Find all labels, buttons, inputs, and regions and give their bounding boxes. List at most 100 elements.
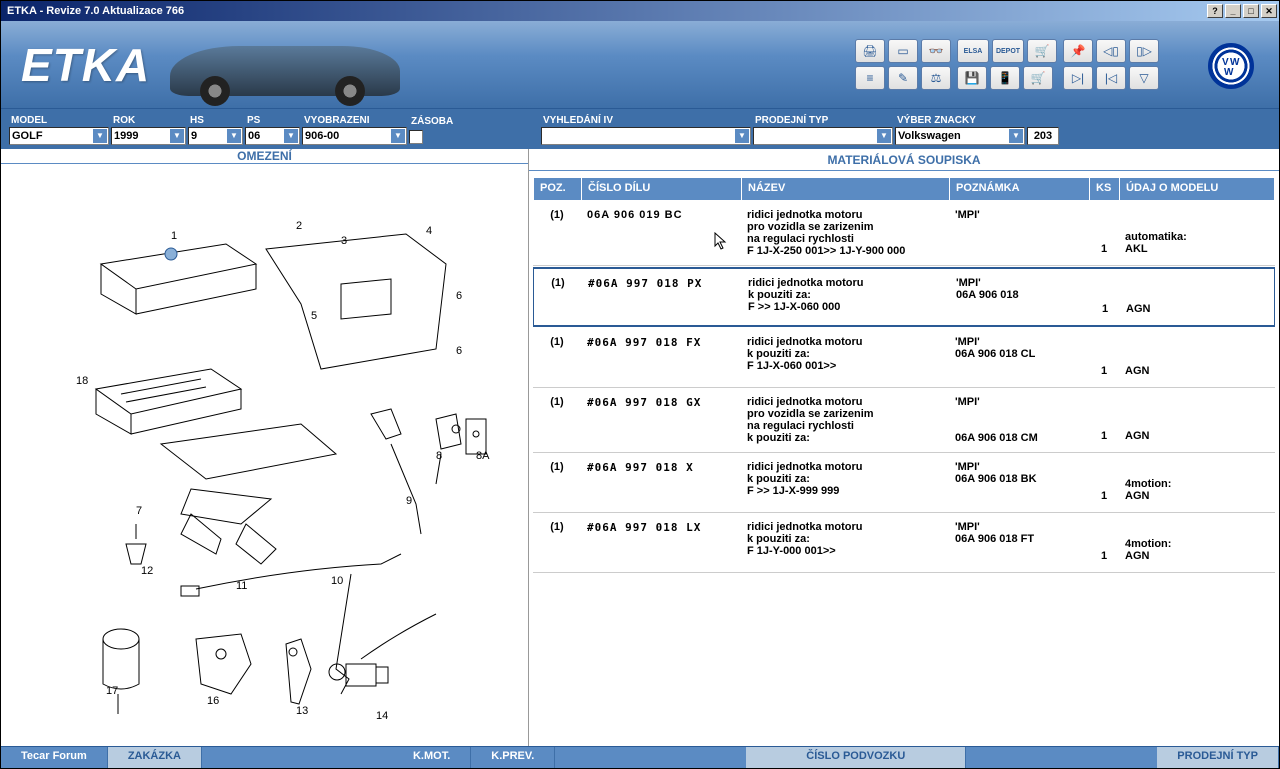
cursor-icon [714, 232, 730, 252]
select-prodejni[interactable]: ▼ [753, 127, 893, 145]
prev-doc-icon[interactable]: ◁▯ [1096, 39, 1126, 63]
cart2-icon[interactable]: 🛒 [1023, 66, 1053, 90]
table-row[interactable]: (1) 06A 906 019 BCridici jednotka motoru… [533, 201, 1275, 266]
tab-cislo-podvozku[interactable]: ČÍSLO PODVOZKU [746, 747, 966, 768]
part-number: 18 [76, 375, 88, 387]
col-poz: POZ. [534, 178, 582, 200]
part-number: 6 [456, 290, 462, 302]
part-number: 3 [341, 235, 347, 247]
col-udaj: ÚDAJ O MODELU [1120, 178, 1274, 200]
skip-start-icon[interactable]: ▷| [1063, 66, 1093, 90]
pin-icon[interactable]: 📌 [1063, 39, 1093, 63]
left-panel-header: OMEZENÍ [1, 149, 528, 164]
cart-icon[interactable]: 🛒 [1027, 39, 1057, 63]
cell-udaj: AGN [1119, 428, 1275, 446]
close-btn[interactable]: ✕ [1261, 4, 1277, 18]
print-icon[interactable]: 🖨 [855, 39, 885, 63]
table-row[interactable]: (1)#06A 997 018 FXridici jednotka motoru… [533, 328, 1275, 388]
cell-ks: 1 [1090, 301, 1120, 319]
vw-logo-icon: VWW [1208, 43, 1254, 89]
cell-poz: (1) [534, 275, 582, 319]
select-hs[interactable]: 9▼ [188, 127, 243, 145]
down-icon[interactable]: ▽ [1129, 66, 1159, 90]
cell-pozn: 'MPI' 06A 906 018 CM [949, 394, 1089, 446]
col-cislo: ČÍSLO DÍLU [582, 178, 742, 200]
table-body[interactable]: (1) 06A 906 019 BCridici jednotka motoru… [533, 201, 1275, 746]
cell-udaj: AGN [1120, 301, 1274, 319]
tab-prodejni-typ[interactable]: PRODEJNÍ TYP [1157, 747, 1279, 768]
cell-cislo: #06A 997 018 PX [582, 275, 742, 319]
cell-pozn: 'MPI' 06A 906 018 CL [949, 334, 1089, 381]
part-number: 14 [376, 710, 388, 722]
car-image [160, 21, 420, 108]
cell-udaj: AGN [1119, 363, 1275, 381]
cell-nazev: ridici jednotka motoru k pouziti za: F 1… [741, 519, 949, 566]
tab-kprev[interactable]: K.PREV. [471, 747, 555, 768]
table-header: POZ. ČÍSLO DÍLU NÁZEV POZNÁMKA KS ÚDAJ O… [533, 177, 1275, 201]
minimize-btn[interactable]: _ [1225, 4, 1241, 18]
select-vyhledani[interactable]: ▼ [541, 127, 751, 145]
cell-udaj: automatika: AKL [1119, 229, 1275, 259]
disk-icon[interactable]: 💾 [957, 66, 987, 90]
right-panel: MATERIÁLOVÁ SOUPISKA POZ. ČÍSLO DÍLU NÁZ… [529, 149, 1279, 746]
cell-nazev: ridici jednotka motoru k pouziti za: F >… [741, 459, 949, 506]
code-field[interactable]: 203 [1027, 127, 1059, 145]
cell-ks: 1 [1089, 241, 1119, 259]
select-model[interactable]: GOLF▼ [9, 127, 109, 145]
tab-zakazka[interactable]: ZAKÁZKA [108, 747, 202, 768]
cell-nazev: ridici jednotka motoru k pouziti za: F 1… [741, 334, 949, 381]
maximize-btn[interactable]: □ [1243, 4, 1259, 18]
table-row[interactable]: (1)#06A 997 018 GXridici jednotka motoru… [533, 388, 1275, 453]
label-vyhledani: VYHLEDÁNÍ IV [541, 114, 751, 127]
label-zasoba: ZÁSOBA [409, 115, 539, 128]
label-model: MODEL [9, 114, 109, 127]
part-number: 4 [426, 225, 432, 237]
edit-icon[interactable]: ✎ [888, 66, 918, 90]
table-row[interactable]: (1)#06A 997 018 Xridici jednotka motoru … [533, 453, 1275, 513]
depot-icon[interactable]: DEPOT [992, 39, 1024, 63]
part-number: 9 [406, 495, 412, 507]
part-number: 10 [331, 575, 343, 587]
part-number: 13 [296, 705, 308, 717]
select-vyber[interactable]: Volkswagen▼ [895, 127, 1025, 145]
cell-cislo: #06A 997 018 X [581, 459, 741, 506]
cell-nazev: ridici jednotka motoru pro vozidla se za… [741, 207, 949, 259]
table-row[interactable]: (1)#06A 997 018 LXridici jednotka motoru… [533, 513, 1275, 573]
table-row[interactable]: (1)#06A 997 018 PXridici jednotka motoru… [533, 267, 1275, 327]
phone-icon[interactable]: 📱 [990, 66, 1020, 90]
next-doc-icon[interactable]: ▯▷ [1129, 39, 1159, 63]
titlebar: ETKA - Revize 7.0 Aktualizace 766 ? _ □ … [1, 1, 1279, 21]
select-ps[interactable]: 06▼ [245, 127, 300, 145]
select-vyobrazeni[interactable]: 906-00▼ [302, 127, 407, 145]
cell-poz: (1) [533, 519, 581, 566]
skip-back-icon[interactable]: |◁ [1096, 66, 1126, 90]
cell-poz: (1) [533, 459, 581, 506]
label-hs: HS [188, 114, 243, 127]
help-btn[interactable]: ? [1207, 4, 1223, 18]
cell-poz: (1) [533, 207, 581, 259]
footer-bar: Tecar Forum ZAKÁZKA K.MOT. K.PREV. ČÍSLO… [1, 746, 1279, 768]
select-rok[interactable]: 1999▼ [111, 127, 186, 145]
etka-logo: ETKA [1, 38, 150, 92]
binocular-icon[interactable]: 👓 [921, 39, 951, 63]
label-vyobrazeni: VYOBRAZENI [302, 114, 407, 127]
scale-icon[interactable]: ⚖ [921, 66, 951, 90]
tab-kmot[interactable]: K.MOT. [393, 747, 471, 768]
list-icon[interactable]: ≡ [855, 66, 885, 90]
header-banner: ETKA 🖨 ▭ 👓 ≡ ✎ ⚖ [1, 21, 1279, 109]
left-panel: OMEZENÍ [1, 149, 529, 746]
checkbox-zasoba[interactable] [409, 130, 423, 144]
svg-text:W: W [1224, 67, 1234, 78]
diagram-area[interactable]: 12345661888A9712111017161314 [1, 164, 528, 746]
card-icon[interactable]: ▭ [888, 39, 918, 63]
part-number: 5 [311, 310, 317, 322]
cell-cislo: 06A 906 019 BC [581, 207, 741, 259]
elsa-icon[interactable]: ELSA [957, 39, 989, 63]
tab-tecar[interactable]: Tecar Forum [1, 747, 108, 768]
right-panel-header: MATERIÁLOVÁ SOUPISKA [529, 149, 1279, 171]
label-ps: PS [245, 114, 300, 127]
col-poznamka: POZNÁMKA [950, 178, 1090, 200]
cell-cislo: #06A 997 018 LX [581, 519, 741, 566]
part-number: 2 [296, 220, 302, 232]
label-vyber: VÝBER ZNACKY [895, 114, 1025, 127]
